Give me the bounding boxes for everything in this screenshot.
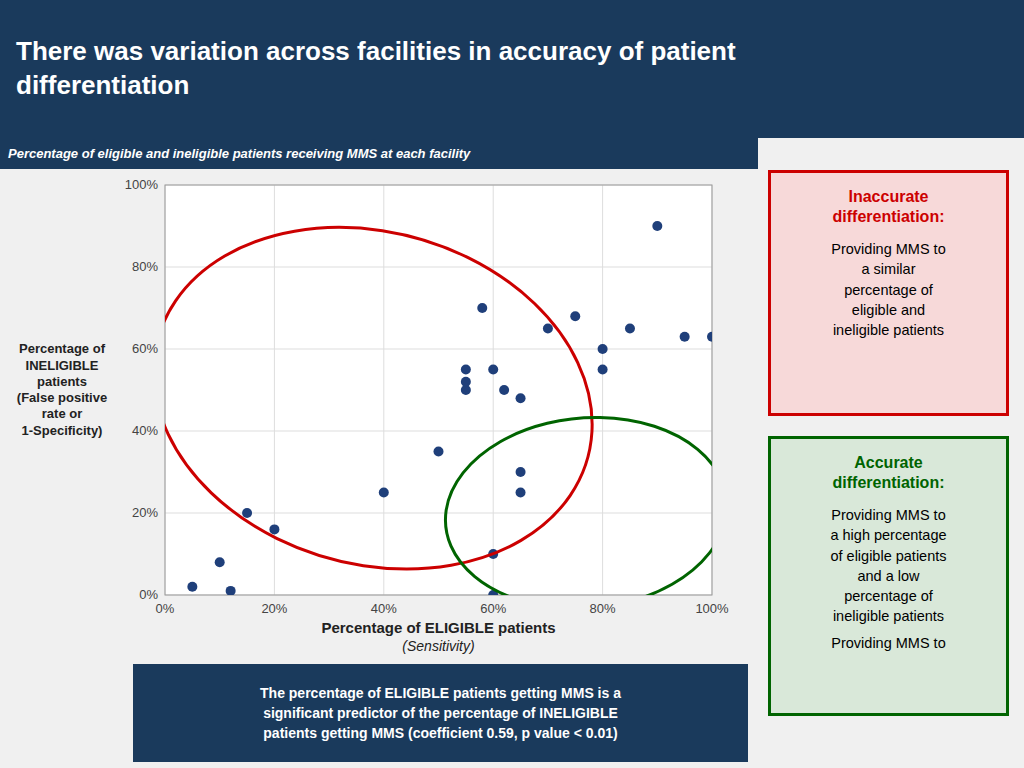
y-grid-line [165, 431, 712, 432]
point [434, 447, 444, 457]
y-tick-label: 60% [132, 341, 158, 356]
point [516, 467, 526, 477]
point [570, 311, 580, 321]
annotation-title: Inaccurate differentiation: [779, 187, 998, 227]
point [598, 344, 608, 354]
x-grid-line [383, 185, 384, 595]
point [187, 582, 197, 592]
x-label-note: (Sensitivity) [402, 638, 474, 654]
x-label: Percentage of ELIGIBLE patients [321, 619, 555, 636]
x-tick-label: 60% [480, 601, 506, 616]
subtitle: Percentage of eligible and ineligible pa… [8, 146, 470, 161]
annotation-title: Accurate differentiation: [779, 453, 998, 493]
y-tick-label: 100% [125, 177, 159, 192]
note-box: The percentage of ELIGIBLE patients gett… [133, 664, 748, 762]
point [499, 385, 509, 395]
annotation-box: Inaccurate differentiation: Providing MMS… [768, 170, 1009, 416]
x-tick-label: 80% [590, 601, 616, 616]
x-tick-label: 40% [371, 601, 397, 616]
x-tick-label: 0% [156, 601, 175, 616]
point [680, 332, 690, 342]
y-tick-label: 40% [132, 423, 158, 438]
point [215, 557, 225, 567]
points [165, 185, 712, 595]
y-grid-line [165, 349, 712, 350]
x-grid-line [493, 185, 494, 595]
point [598, 365, 608, 375]
point [707, 332, 712, 342]
title-bar: There was variation across facilities in… [0, 0, 1024, 138]
y-grid-line [165, 267, 712, 268]
title: There was variation across facilities in… [16, 35, 736, 103]
y-tick-label: 0% [139, 587, 158, 602]
point [488, 365, 498, 375]
annotation-text: Providing MMS to a high percentage of el… [779, 505, 998, 627]
point [269, 524, 279, 534]
y-label-wrap: Percentage of INELIGIBLE patients (False… [2, 185, 122, 595]
point [226, 586, 236, 595]
point [379, 488, 389, 498]
annotation-text: Providing MMS to a similar percentage of… [779, 239, 998, 340]
inaccurate-ellipse [165, 185, 683, 595]
accurate-ellipse [412, 390, 712, 595]
note-text: The percentage of ELIGIBLE patients gett… [260, 683, 621, 744]
x-tick-label: 100% [695, 601, 729, 616]
subtitle-bar: Percentage of eligible and ineligible pa… [0, 138, 758, 169]
x-tick-label: 20% [261, 601, 287, 616]
y-label: Percentage of INELIGIBLE patients (False… [17, 341, 107, 439]
point [461, 365, 471, 375]
y-tick-label: 20% [132, 505, 158, 520]
point [516, 393, 526, 403]
annotation-box: Accurate differentiation: Providing MMS t… [768, 436, 1009, 716]
point [543, 324, 553, 334]
x-grid-line [602, 185, 603, 595]
point [461, 377, 471, 387]
point [477, 303, 487, 313]
annotation-note: Providing MMS to [779, 633, 998, 653]
point [652, 221, 662, 231]
point [242, 508, 252, 518]
y-tick-label: 80% [132, 259, 158, 274]
point [625, 324, 635, 334]
point [516, 488, 526, 498]
